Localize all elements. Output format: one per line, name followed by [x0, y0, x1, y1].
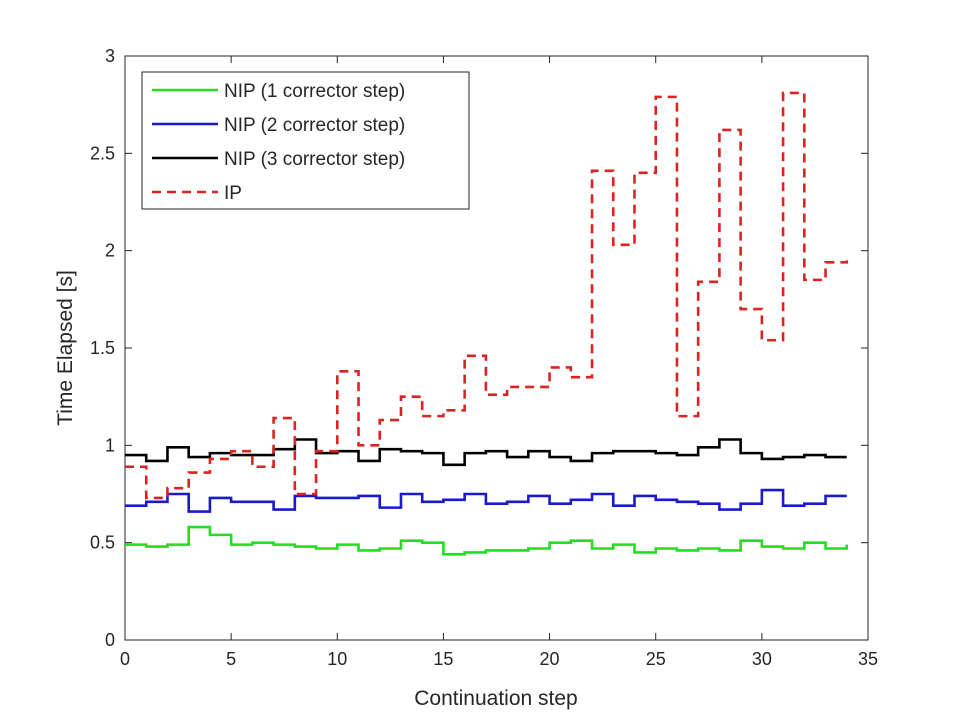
x-tick-label: 20 — [540, 649, 560, 669]
y-tick-label: 3 — [105, 46, 115, 66]
legend-label: IP — [224, 183, 242, 204]
y-axis: 0 0.5 1 1.5 2 2.5 3 — [90, 46, 868, 650]
y-tick-label: 1.5 — [90, 338, 115, 358]
x-tick-label: 30 — [752, 649, 772, 669]
x-tick-label: 10 — [327, 649, 347, 669]
series-line-4 — [125, 91, 849, 500]
y-tick-label: 1 — [105, 435, 115, 455]
x-axis-label: Continuation step — [414, 687, 577, 710]
x-tick-label: 5 — [226, 649, 236, 669]
y-tick-label: 0.5 — [90, 533, 115, 553]
x-tick-label: 0 — [120, 649, 130, 669]
y-tick-label: 0 — [105, 630, 115, 650]
legend-label: NIP (2 corrector step) — [224, 115, 405, 136]
series-line-2 — [125, 488, 847, 513]
legend-box — [141, 71, 470, 210]
legend-label: NIP (1 corrector step) — [224, 81, 405, 102]
series-line-1 — [125, 525, 849, 556]
series-layer — [125, 91, 849, 556]
legend-label: NIP (3 corrector step) — [224, 149, 405, 170]
x-tick-label: 25 — [646, 649, 666, 669]
x-tick-label: 35 — [858, 649, 878, 669]
y-tick-label: 2.5 — [90, 143, 115, 163]
y-axis-label: Time Elapsed [s] — [54, 270, 77, 426]
legend: NIP (1 corrector step) NIP (2 corrector s… — [141, 71, 470, 210]
series-line-3 — [125, 438, 847, 467]
x-tick-label: 15 — [433, 649, 453, 669]
x-axis: 0 5 10 15 20 25 30 35 — [120, 56, 878, 669]
y-tick-label: 2 — [105, 241, 115, 261]
